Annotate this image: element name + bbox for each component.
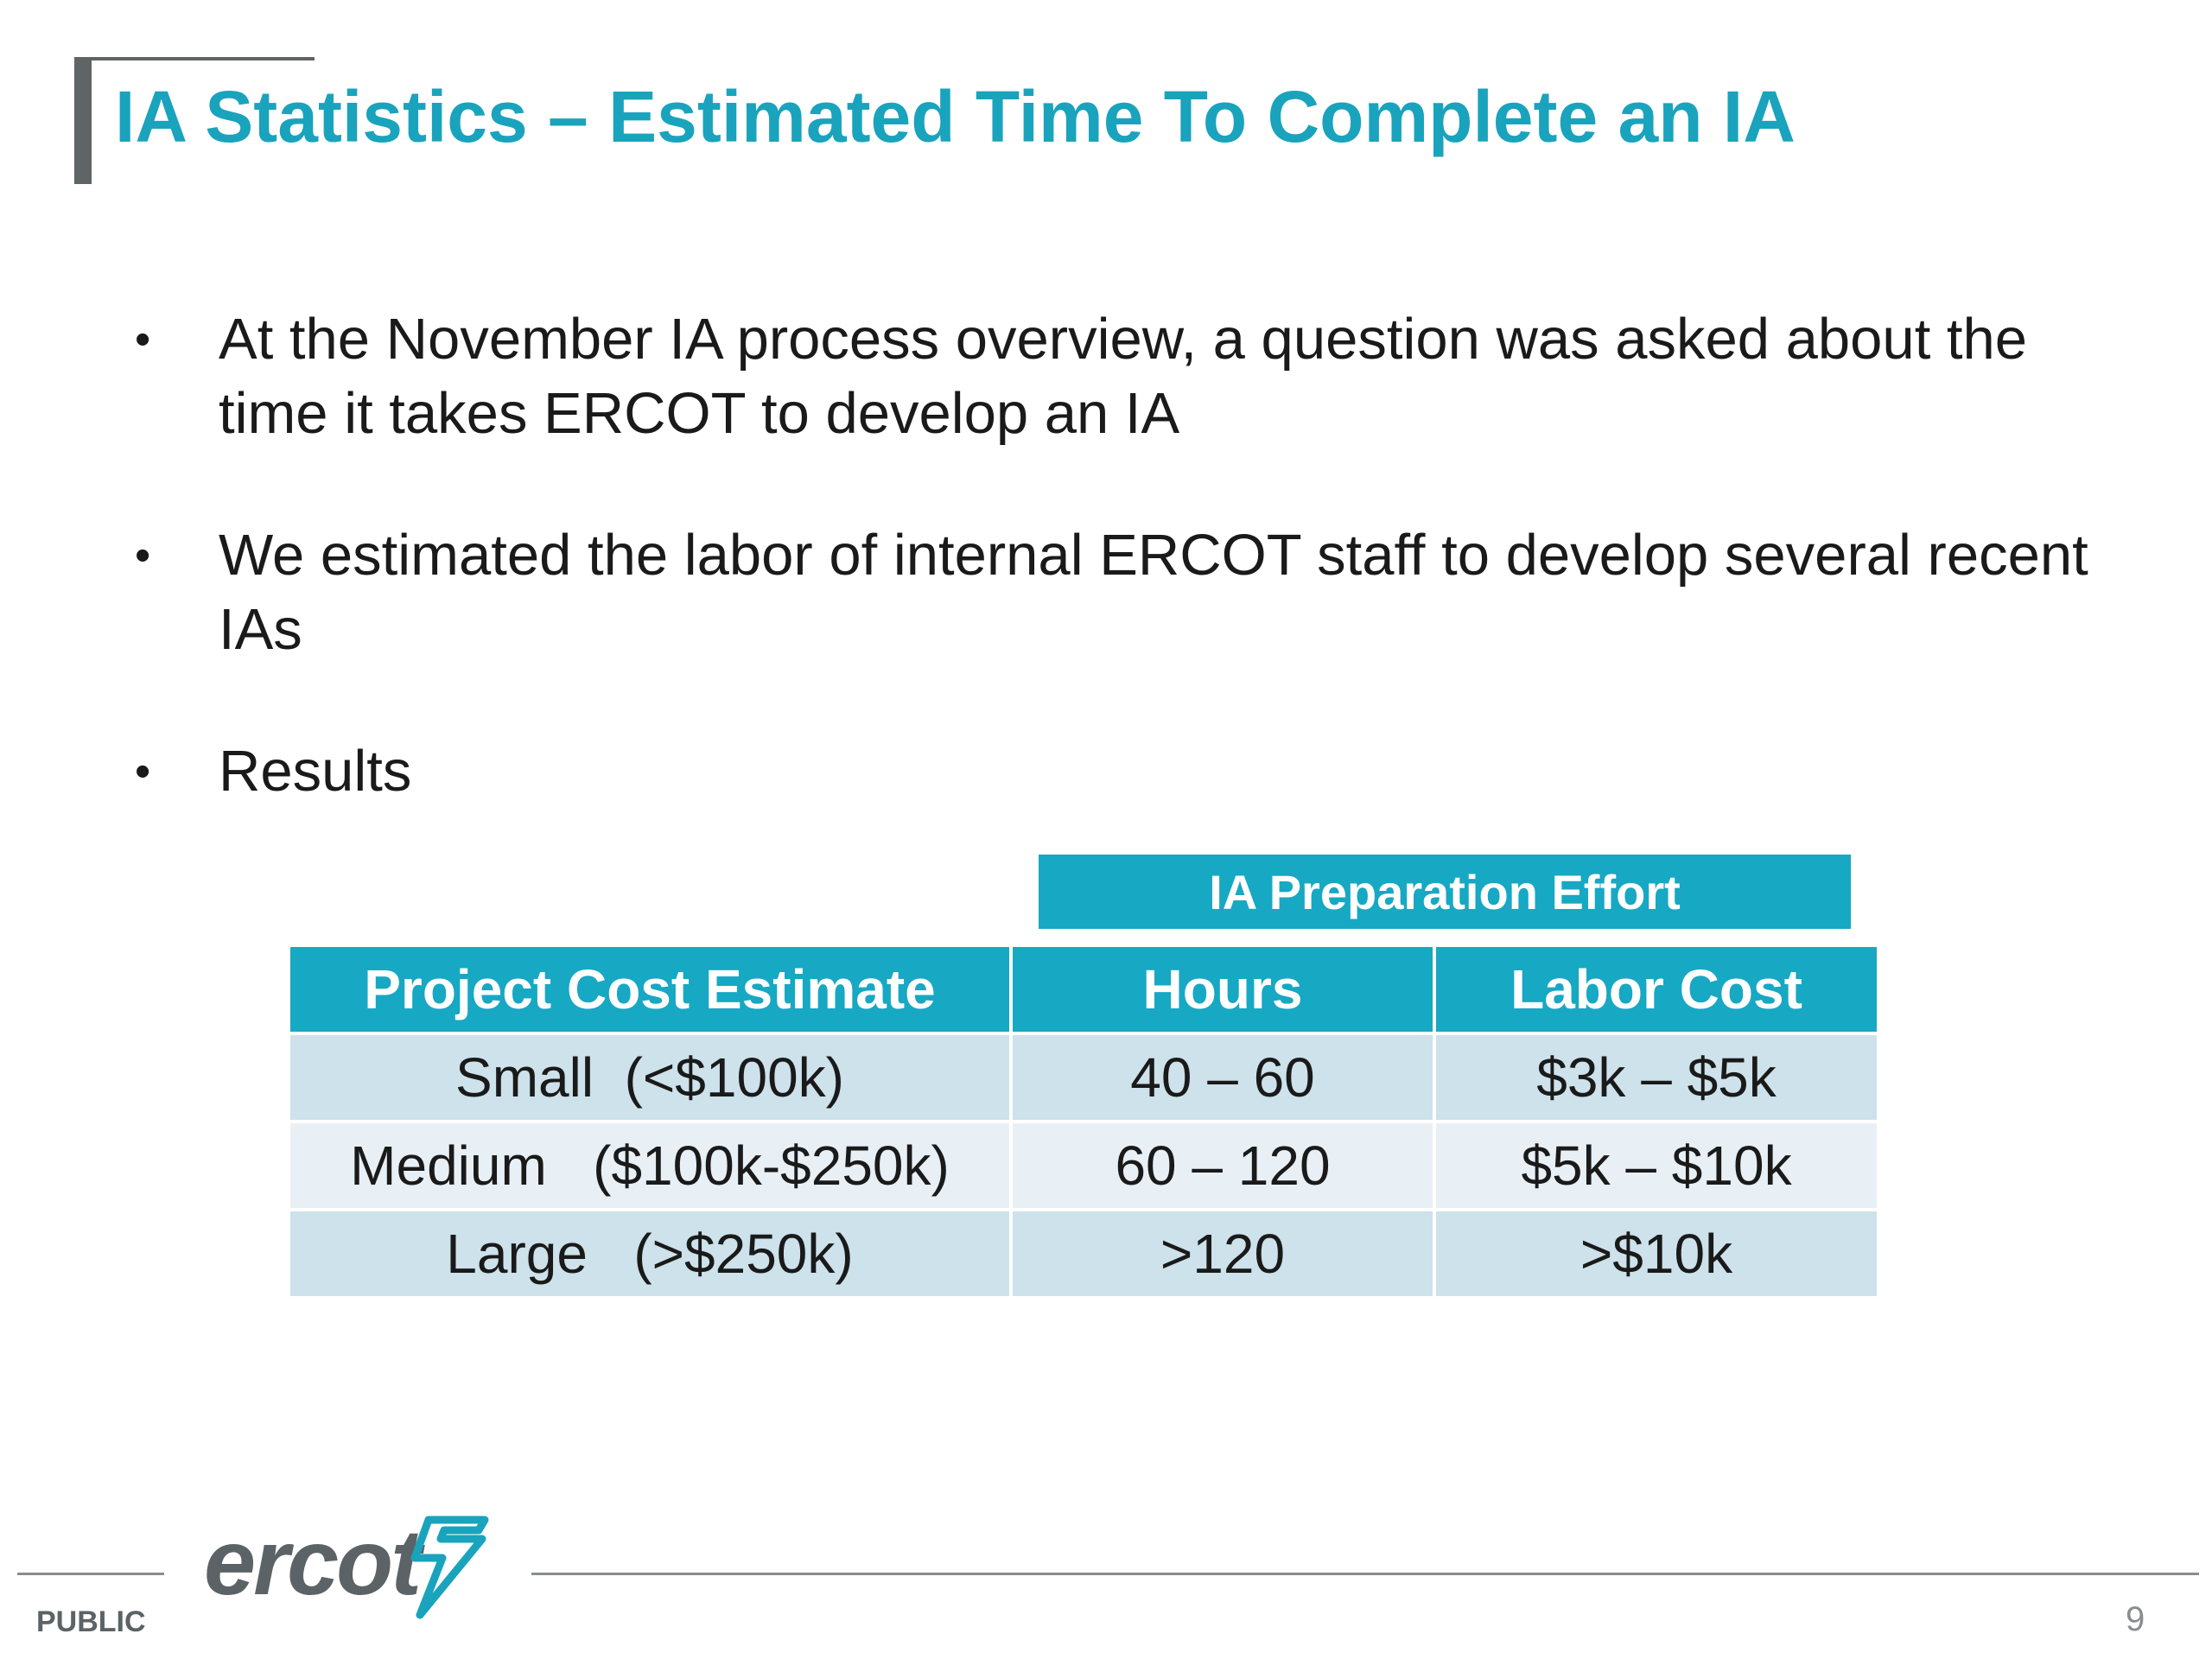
cell-hours: 60 – 120 bbox=[1009, 1120, 1436, 1211]
cell-hours: >120 bbox=[1009, 1208, 1436, 1300]
table-row: Small (<$100k) 40 – 60 $3k – $5k bbox=[287, 1032, 1880, 1123]
column-header-project-cost: Project Cost Estimate bbox=[287, 944, 1013, 1035]
table-group-header: IA Preparation Effort bbox=[1039, 855, 1851, 929]
footer-divider-right bbox=[531, 1573, 2199, 1575]
cell-project-cost: Medium ($100k-$250k) bbox=[287, 1120, 1013, 1211]
logo-wordmark: ercot bbox=[204, 1510, 422, 1614]
bullet-text: At the November IA process overview, a q… bbox=[219, 307, 2028, 446]
lightning-bolt-icon bbox=[410, 1516, 489, 1619]
column-header-labor-cost: Labor Cost bbox=[1433, 944, 1880, 1035]
title-accent-bar bbox=[74, 57, 92, 184]
bullet-text: We estimated the labor of internal ERCOT… bbox=[219, 523, 2088, 662]
footer-divider-left bbox=[17, 1573, 164, 1575]
bullet-symbol: • bbox=[135, 315, 151, 365]
page-number: 9 bbox=[2126, 1600, 2145, 1638]
cell-project-cost: Large (>$250k) bbox=[287, 1208, 1013, 1300]
table-header-row: Project Cost Estimate Hours Labor Cost bbox=[287, 944, 1880, 1035]
cell-hours: 40 – 60 bbox=[1009, 1032, 1436, 1123]
bullet-item: • Results bbox=[128, 734, 2115, 809]
ercot-logo: ercot bbox=[204, 1508, 489, 1619]
title-accent-rule bbox=[74, 57, 315, 60]
bullet-text: Results bbox=[219, 739, 412, 804]
table-row: Medium ($100k-$250k) 60 – 120 $5k – $10k bbox=[287, 1120, 1880, 1211]
results-table: Project Cost Estimate Hours Labor Cost S… bbox=[287, 944, 1880, 1300]
cell-labor-cost: >$10k bbox=[1433, 1208, 1880, 1300]
slide-title: IA Statistics – Estimated Time To Comple… bbox=[115, 76, 1796, 157]
cell-project-cost: Small (<$100k) bbox=[287, 1032, 1013, 1123]
bullet-symbol: • bbox=[135, 531, 151, 581]
cell-labor-cost: $3k – $5k bbox=[1433, 1032, 1880, 1123]
bullet-symbol: • bbox=[135, 747, 151, 797]
cell-labor-cost: $5k – $10k bbox=[1433, 1120, 1880, 1211]
bullet-list: • At the November IA process overview, a… bbox=[128, 302, 2115, 876]
column-header-hours: Hours bbox=[1009, 944, 1436, 1035]
bullet-item: • At the November IA process overview, a… bbox=[128, 302, 2115, 451]
bullet-item: • We estimated the labor of internal ERC… bbox=[128, 518, 2115, 667]
classification-label: PUBLIC bbox=[36, 1605, 146, 1638]
table-row: Large (>$250k) >120 >$10k bbox=[287, 1208, 1880, 1300]
